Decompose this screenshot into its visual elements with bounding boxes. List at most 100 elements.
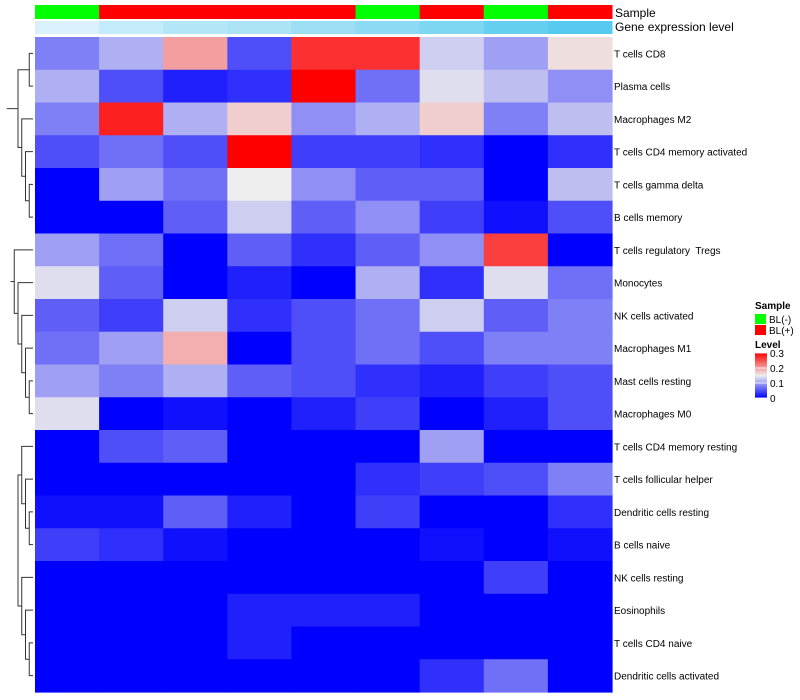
legend-sample-entries: BL(-)BL(+) (755, 314, 794, 337)
heatmap-cell (291, 495, 357, 529)
sample-annotation-bar (35, 5, 613, 19)
heatmap-cell (547, 299, 613, 333)
row-label: T cells follicular helper (614, 475, 713, 486)
heatmap-cell (419, 528, 485, 562)
heatmap-cell (99, 626, 164, 660)
dendrogram-branch (21, 445, 33, 505)
row-label: Macrophages M2 (614, 115, 692, 126)
heatmap-cell (483, 299, 549, 333)
heatmap-cell (483, 561, 549, 595)
row-label: Mast cells resting (614, 377, 691, 388)
heatmap-cell (291, 430, 357, 464)
row-label: T cells CD4 memory activated (614, 148, 747, 159)
heatmap-cell (163, 69, 228, 104)
heatmap-cell (99, 593, 164, 628)
heatmap-cell (35, 659, 100, 693)
legend-sample-swatch (755, 325, 766, 335)
heatmap-cell (291, 266, 357, 300)
heatmap-cell (99, 659, 164, 693)
legend-level-colorbar (755, 353, 767, 398)
sample-group-cell (483, 5, 549, 19)
row-dendrogram (7, 53, 33, 677)
sample-group-cell (419, 5, 485, 19)
heatmap-cell (355, 659, 421, 693)
heatmap-cell (227, 168, 293, 202)
heatmap-cell (99, 69, 164, 104)
heatmap-cell (419, 561, 485, 595)
heatmap-cell (99, 364, 164, 398)
legend-level-label: 0.3 (770, 349, 784, 360)
expression-level-cell (99, 21, 164, 34)
heatmap-cell (227, 69, 293, 104)
heatmap-cell (547, 135, 613, 169)
expression-level-cell (163, 21, 228, 34)
heatmap-cell (35, 561, 100, 595)
heatmap-cell (227, 102, 293, 136)
legend-level-title: Level (755, 340, 781, 351)
expression-level-cell (355, 21, 421, 34)
heatmap-cell (355, 299, 421, 333)
row-label: T cells regulatory Tregs (614, 246, 721, 257)
heatmap-cell (547, 168, 613, 202)
heatmap-cell (483, 135, 549, 169)
heatmap-cell (35, 135, 100, 169)
heatmap-cell (483, 233, 549, 267)
heatmap-cell (163, 299, 228, 333)
heatmap-cell (291, 233, 357, 267)
heatmap-cell (355, 69, 421, 104)
heatmap-cell (99, 299, 164, 333)
heatmap-cell (291, 102, 357, 136)
heatmap-cell (163, 364, 228, 398)
heatmap-cell (483, 364, 549, 398)
heatmap-cell (163, 626, 228, 660)
heatmap-cell (419, 200, 485, 235)
heatmap-cell (547, 659, 613, 693)
heatmap-cell (419, 135, 485, 169)
heatmap-cell (291, 561, 357, 595)
heatmap-cell (547, 397, 613, 431)
heatmap-cell (163, 200, 228, 235)
sample-group-cell (35, 5, 100, 19)
heatmap-cell (419, 233, 485, 267)
dendrogram-branch (28, 183, 33, 218)
heatmap-cell (163, 528, 228, 562)
row-label: B cells naive (614, 541, 671, 552)
heatmap-cell (227, 659, 293, 693)
sample-group-cell (355, 5, 421, 19)
dendrogram-branch (28, 642, 33, 677)
row-labels: T cells CD8 Plasma cells Macrophages M2 T c… (614, 49, 747, 682)
heatmap-cell (291, 397, 357, 431)
heatmap-cell (547, 200, 613, 235)
heatmap-cell (99, 561, 164, 595)
heatmap-cell (35, 200, 100, 235)
heatmap-cell (99, 495, 164, 529)
heatmap-cell (547, 561, 613, 595)
expression-level-cell (291, 21, 357, 34)
heatmap-cell (355, 495, 421, 529)
heatmap-cell (355, 266, 421, 300)
heatmap-cell (291, 299, 357, 333)
heatmap-cell (419, 299, 485, 333)
heatmap-cell (483, 462, 549, 497)
heatmap-cell (35, 364, 100, 398)
heatmap-cell (355, 593, 421, 628)
row-label: NK cells activated (614, 311, 693, 322)
heatmap-cell (291, 69, 357, 104)
heatmap-cell (547, 233, 613, 267)
heatmap-cell (99, 233, 164, 267)
row-label: Monocytes (614, 279, 662, 290)
heatmap-cell (483, 593, 549, 628)
row-label: NK cells resting (614, 573, 683, 584)
heatmap-cell (483, 430, 549, 464)
legend-level-label: 0.1 (770, 379, 784, 390)
heatmap-cell (227, 397, 293, 431)
heatmap-cell (99, 528, 164, 562)
heatmap-cell (547, 102, 613, 136)
heatmap-cell (355, 102, 421, 136)
expression-level-cell (547, 21, 613, 34)
heatmap-cell (291, 528, 357, 562)
heatmap-cell (355, 37, 421, 71)
heatmap-cell (547, 430, 613, 464)
heatmap-cell (419, 659, 485, 693)
sample-group-cell (547, 5, 613, 19)
